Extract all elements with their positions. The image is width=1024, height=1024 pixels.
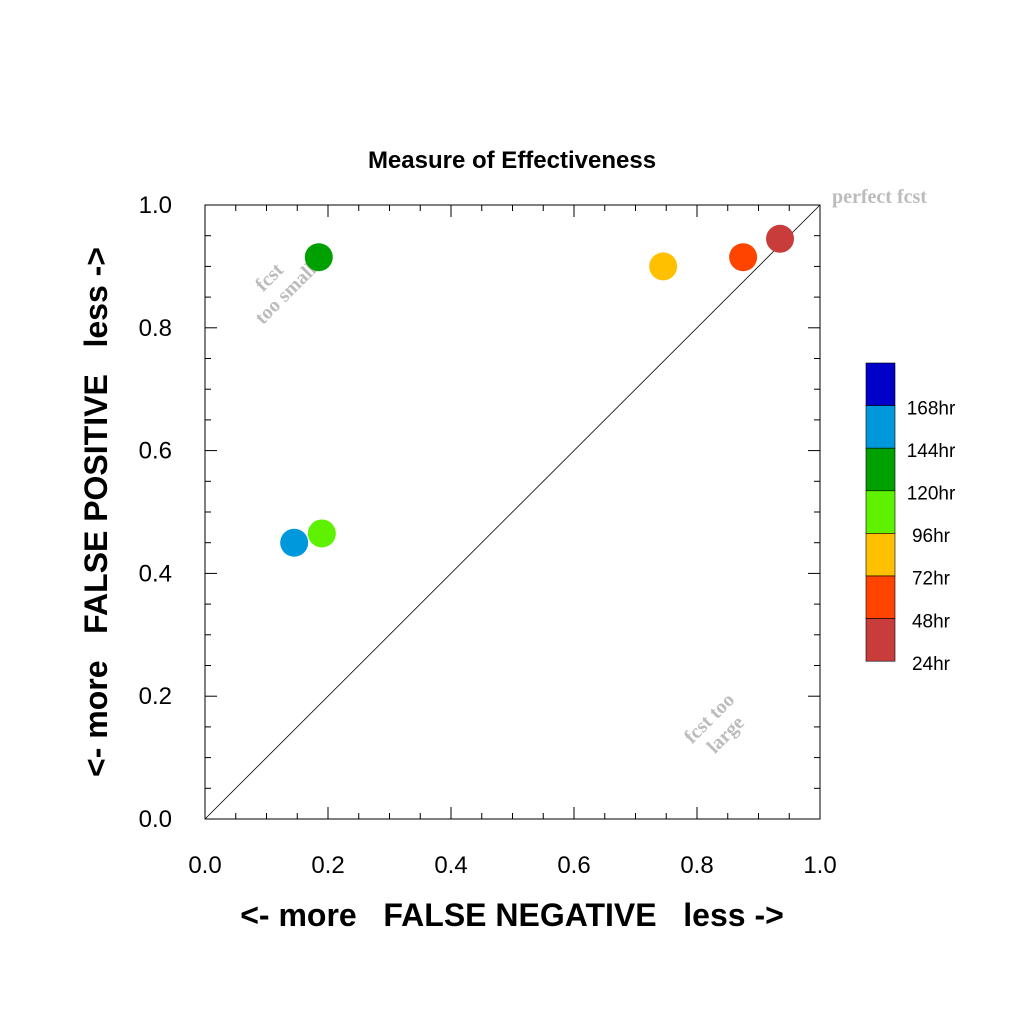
y-tick-label: 0.6 xyxy=(139,438,172,465)
legend-swatch xyxy=(865,575,896,619)
x-tick-label: 0.6 xyxy=(557,852,590,879)
legend-swatch xyxy=(865,362,896,406)
x-tick-label: 0.2 xyxy=(311,852,344,879)
legend-label: 168hr xyxy=(907,398,956,419)
y-tick-label: 0.2 xyxy=(139,683,172,710)
x-axis-label: <- more FALSE NEGATIVE less -> xyxy=(240,897,784,933)
legend-swatch xyxy=(865,533,896,577)
legend: 168hr 144hr 120hr 96hr 72hr 48hr 24hr xyxy=(865,362,956,675)
data-point-72hr xyxy=(649,252,678,281)
legend-label: 144hr xyxy=(907,441,956,462)
data-point-48hr xyxy=(729,243,758,272)
y-axis-label: <- more FALSE POSITIVE less -> xyxy=(78,247,114,777)
y-tick-label: 0.0 xyxy=(139,806,172,833)
data-point-120hr xyxy=(304,243,333,272)
x-tick-label: 1.0 xyxy=(803,852,836,879)
data-point-24hr xyxy=(766,224,795,253)
perfect-forecast-line xyxy=(204,204,821,820)
ticks xyxy=(204,204,821,820)
y-tick-label: 0.4 xyxy=(139,560,172,587)
legend-label: 72hr xyxy=(912,569,951,590)
legend-label: 24hr xyxy=(912,654,951,675)
y-tick-label: 1.0 xyxy=(139,192,172,219)
data-points xyxy=(280,224,795,557)
legend-label: 48hr xyxy=(912,611,951,632)
legend-label: 120hr xyxy=(907,484,956,505)
x-tick-label: 0.0 xyxy=(188,852,221,879)
data-point-96hr xyxy=(307,519,336,548)
x-tick-label: 0.8 xyxy=(680,852,713,879)
legend-swatch xyxy=(865,490,896,534)
legend-swatch xyxy=(865,618,896,662)
data-point-144hr xyxy=(280,528,309,557)
y-tick-label: 0.8 xyxy=(139,315,172,342)
too-large-note: fcst too large xyxy=(680,689,749,758)
legend-label: 96hr xyxy=(912,526,951,547)
tick-labels: 0.0 0.2 0.4 0.6 0.8 1.0 0.0 0.2 0.4 0.6 0.8 1.0 xyxy=(139,192,837,879)
chart-title: Measure of Effectiveness xyxy=(368,147,656,174)
x-tick-label: 0.4 xyxy=(434,852,467,879)
legend-swatch xyxy=(865,447,896,492)
legend-swatch xyxy=(865,405,896,449)
perfect-forecast-note: perfect fcst xyxy=(832,186,927,208)
